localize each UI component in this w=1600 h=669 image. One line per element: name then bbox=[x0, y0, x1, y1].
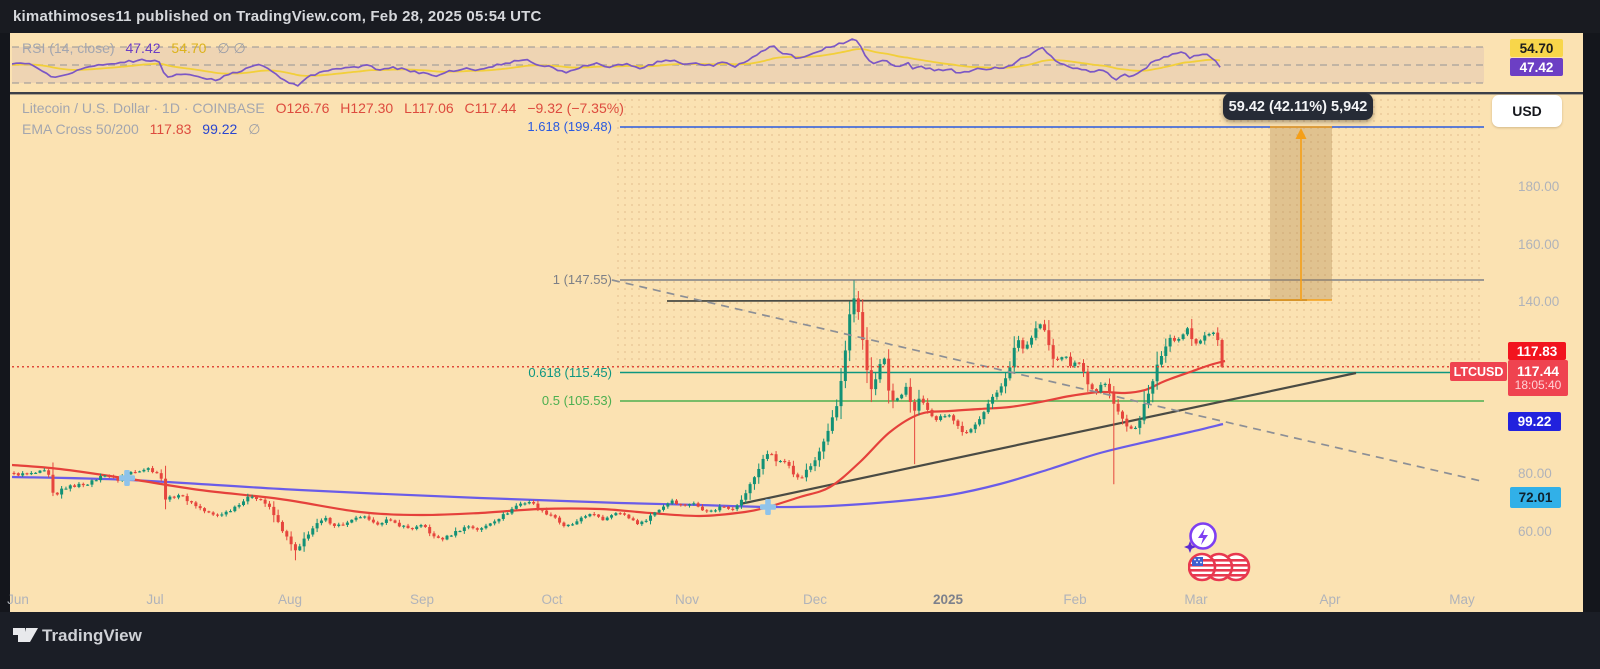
ema50-badge: 117.83 bbox=[1508, 342, 1566, 360]
price-tick-label: 140.00 bbox=[1518, 294, 1560, 309]
publish-bar: kimathimoses11 published on TradingView.… bbox=[0, 0, 1600, 33]
time-tick-label: Nov bbox=[674, 592, 699, 607]
spark-badge-icon bbox=[1184, 522, 1217, 553]
ohlc-close: C117.44 bbox=[464, 100, 517, 116]
ema200-badge: 99.22 bbox=[1508, 412, 1561, 431]
ema-hide-icon[interactable]: ∅ bbox=[248, 121, 261, 137]
publish-text: kimathimoses11 published on TradingView.… bbox=[13, 8, 542, 25]
ema-cross-title: EMA Cross 50/200 bbox=[22, 121, 139, 137]
time-tick-label: Dec bbox=[802, 592, 827, 607]
time-tick-label: Feb bbox=[1063, 592, 1087, 607]
ohlc-open: O126.76 bbox=[275, 100, 330, 116]
symbol-header[interactable]: Litecoin / U.S. Dollar · 1D · COINBASE O… bbox=[22, 100, 631, 116]
change-value: −9.32 (−7.35%) bbox=[527, 100, 624, 116]
currency-label: USD bbox=[1512, 103, 1542, 119]
ohlc-high: H127.30 bbox=[340, 100, 394, 116]
currency-button[interactable]: USD bbox=[1492, 95, 1562, 127]
rsi-ma-badge: 54.70 bbox=[1510, 39, 1563, 57]
time-tick-label: Jul bbox=[146, 592, 164, 607]
ema50-value: 117.83 bbox=[149, 121, 192, 137]
ema200-value: 99.22 bbox=[202, 121, 238, 137]
symbol-title[interactable]: Litecoin / U.S. Dollar · 1D · COINBASE bbox=[22, 100, 265, 116]
flag-coin-1 bbox=[1188, 552, 1217, 582]
time-tick-label: Sep bbox=[409, 592, 435, 607]
time-tick-label: May bbox=[1449, 592, 1475, 607]
price-badge-value: 117.44 bbox=[1516, 363, 1560, 380]
tradingview-brand[interactable]: TradingView bbox=[42, 626, 142, 645]
fib-level-label[interactable]: 0.5 (105.53) bbox=[541, 393, 612, 408]
ohlc-low: L117.06 bbox=[404, 100, 454, 116]
time-tick-label: Apr bbox=[1319, 592, 1341, 607]
time-tick-label: Mar bbox=[1184, 592, 1208, 607]
price-tick-label: 180.00 bbox=[1518, 179, 1560, 195]
price-tick-label: 160.00 bbox=[1518, 236, 1560, 252]
fib-level-label[interactable]: 1.618 (199.48) bbox=[527, 119, 612, 134]
rsi-hide-icon[interactable]: ∅ ∅ bbox=[217, 40, 246, 56]
low-marker-badge: 72.01 bbox=[1510, 487, 1561, 508]
price-badge: 117.44 18:05:40 bbox=[1508, 360, 1568, 396]
flag-coins-icon bbox=[1188, 552, 1251, 582]
footer-bar bbox=[0, 612, 1600, 669]
measure-tooltip-text: 59.42 (42.11%) 5,942 bbox=[1228, 98, 1368, 115]
price-tick-label: 80.00 bbox=[1518, 466, 1552, 482]
rsi-badge: 47.42 bbox=[1510, 58, 1563, 76]
price-tick-label: 60.00 bbox=[1518, 523, 1552, 539]
time-tick-label: Jun bbox=[7, 592, 29, 607]
measure-tooltip: 59.42 (42.11%) 5,942 bbox=[1223, 93, 1373, 120]
time-tick-label: 2025 bbox=[932, 592, 964, 607]
fib-level-label[interactable]: 1 (147.55) bbox=[552, 272, 612, 287]
rsi-ma-value: 54.70 bbox=[171, 40, 207, 56]
rsi-value: 47.42 bbox=[125, 40, 161, 56]
ema-cross-header[interactable]: EMA Cross 50/200 117.83 99.22 ∅ bbox=[22, 121, 267, 138]
price-badge-countdown: 18:05:40 bbox=[1514, 378, 1562, 393]
time-tick-label: Oct bbox=[541, 592, 563, 607]
time-tick-label: Aug bbox=[277, 592, 303, 607]
tradingview-logo-icon bbox=[13, 628, 38, 642]
rsi-title: RSI (14, close) bbox=[22, 40, 115, 56]
fib-level-label[interactable]: 0.618 (115.45) bbox=[528, 364, 612, 380]
rsi-header[interactable]: RSI (14, close) 47.42 54.70 ∅ ∅ bbox=[22, 40, 253, 57]
symbol-tag: LTCUSD bbox=[1450, 362, 1507, 381]
